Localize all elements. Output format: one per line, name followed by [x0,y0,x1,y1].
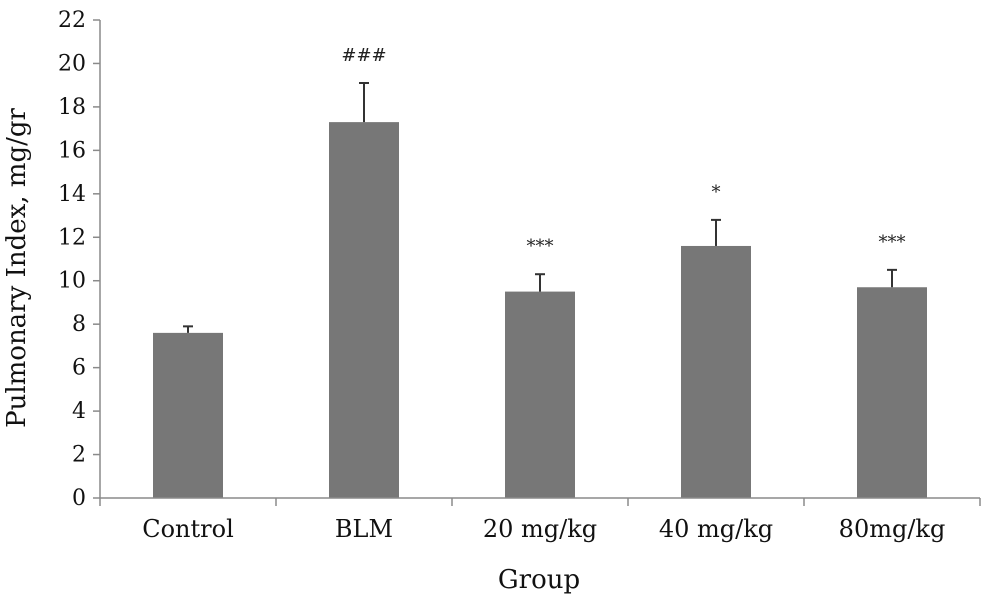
y-tick-label: 0 [72,486,86,511]
bar [329,122,399,499]
bar [153,332,223,498]
significance-annotation: * [712,182,721,203]
bars: ###******* [153,45,927,499]
y-tick-label: 2 [72,443,86,468]
x-category-label: BLM [335,515,393,543]
y-tick-label: 12 [58,225,86,250]
y-tick-label: 18 [58,95,86,120]
x-category-label: 80mg/kg [839,515,946,543]
y-tick-label: 20 [58,51,86,76]
y-tick-label: 16 [58,138,86,163]
x-category-label: 20 mg/kg [483,515,597,543]
y-tick-label: 10 [58,269,86,294]
significance-annotation: *** [527,236,554,257]
y-axis-title: Pulmonary Index, mg/gr [2,108,32,428]
axes [99,20,981,506]
x-axis-title: Group [498,565,580,595]
y-tick-label: 4 [72,399,86,424]
significance-annotation: *** [879,232,906,253]
x-axis-category-labels: Control BLM 20 mg/kg 40 mg/kg 80mg/kg [142,515,945,543]
y-tick-label: 6 [72,356,86,381]
x-category-label: Control [142,515,234,543]
bar [857,287,927,498]
y-axis-ticks: 0 2 4 6 8 10 12 14 16 18 20 22 [58,8,100,511]
y-tick-label: 8 [72,312,86,337]
y-tick-label: 22 [58,8,86,33]
bar [681,245,751,498]
bar [505,291,575,498]
significance-annotation: ### [341,45,386,66]
y-tick-label: 14 [58,182,86,207]
x-category-label: 40 mg/kg [659,515,773,543]
